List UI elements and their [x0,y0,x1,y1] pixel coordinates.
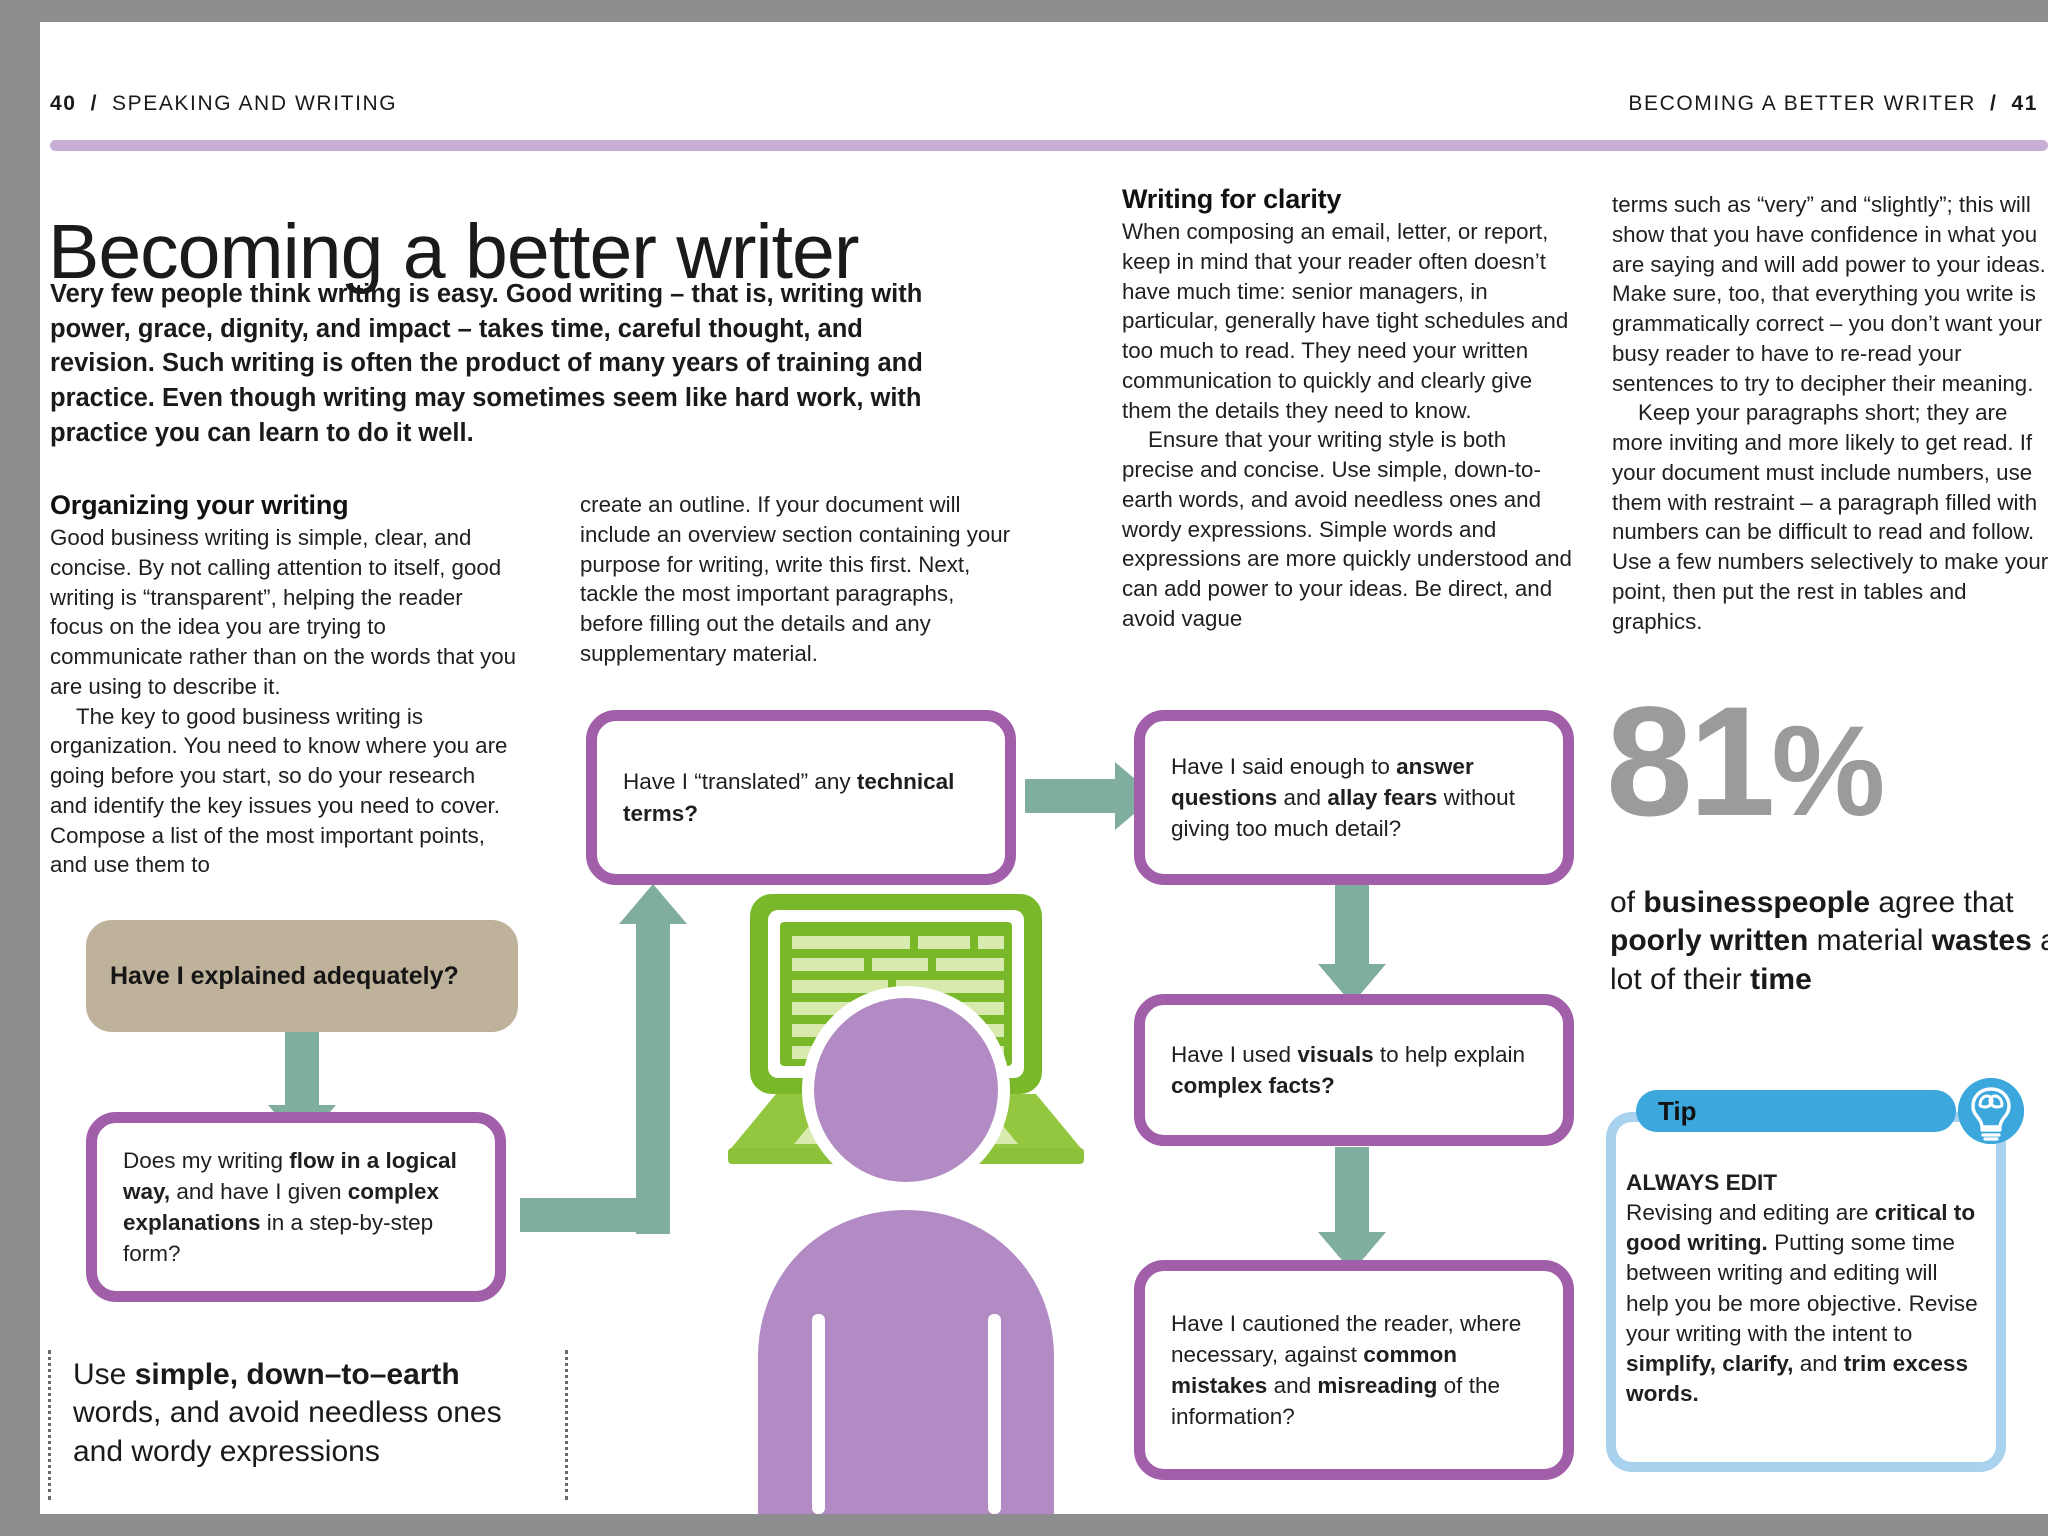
clarity-para-2: Ensure that your writing style is both p… [1122,427,1572,631]
tip-callout-title: ALWAYS EDIT [1626,1170,1778,1195]
organizing-para-2: The key to good business writing is orga… [50,703,508,878]
statistic-number: 81% [1606,684,1886,843]
tip-callout-body-border [1606,1112,2006,1472]
slash-left: / [90,92,98,115]
pullquote-simple-words: Use simple, down–to–earth words, and avo… [48,1350,568,1500]
flow-box-logical-flow[interactable]: Does my writing flow in a logical way, a… [86,1112,506,1302]
flow-box-logical-flow-text: Does my writing flow in a logical way, a… [123,1147,457,1267]
connector-answer-to-visuals [1318,884,1386,1004]
statistic-caption: of businesspeople agree that poorly writ… [1610,886,2048,996]
flow-box-explained-adequately-text: Have I explained adequately? [110,961,459,990]
clarity-para-3: Keep your paragraphs short; they are mor… [1612,400,2048,634]
section-title-right: BECOMING A BETTER WRITER [1628,92,1976,115]
flow-box-technical-terms[interactable]: Have I “translated” any technical terms? [586,710,1016,885]
flow-box-cautioned-reader[interactable]: Have I cautioned the reader, where neces… [1134,1260,1574,1480]
person-at-laptop-illustration [728,894,1084,1514]
running-head-left: 40 / SPEAKING AND WRITING [50,92,397,118]
header-rule [50,140,2048,151]
column-organizing-right: create an outline. If your document will… [580,490,1020,669]
connector-visuals-to-cautioned [1318,1147,1386,1272]
section-title-left: SPEAKING AND WRITING [112,92,398,115]
book-page-spread: 40 / SPEAKING AND WRITING BECOMING A BETTE… [40,22,2048,1514]
page-title: Becoming a better writer [48,208,860,295]
heading-organizing-your-writing: Organizing your writing [50,490,349,520]
flow-box-visuals-text: Have I used visuals to help explain comp… [1171,1041,1525,1098]
clarity-para-2-continued: terms such as “very” and “slightly”; thi… [1612,192,2046,396]
organizing-para-1: Good business writing is simple, clear, … [50,525,517,699]
page-number-right: 41 [2011,92,2038,115]
statistic-percent-sign: % [1771,700,1886,843]
clarity-para-1: When composing an email, letter, or repo… [1122,219,1569,423]
column-organizing-left: Organizing your writing Good business wr… [50,490,518,880]
heading-writing-for-clarity: Writing for clarity [1122,184,1342,214]
column-clarity-left: Writing for clarity When composing an em… [1122,184,1574,634]
page-number-left: 40 [50,92,77,115]
standfirst-paragraph: Very few people think writing is easy. G… [50,280,923,447]
flow-box-answer-questions[interactable]: Have I said enough to answer questions a… [1134,710,1574,885]
connector-logical-to-technical [500,862,730,1234]
organizing-para-2-continued: create an outline. If your document will… [580,492,1011,666]
flow-box-explained-adequately[interactable]: Have I explained adequately? [86,920,518,1032]
tip-callout-text: ALWAYS EDIT Revising and editing are cri… [1626,1168,1978,1409]
column-clarity-right: terms such as “very” and “slightly”; thi… [1612,190,2048,636]
tip-callout-paragraph: Revising and editing are critical to goo… [1626,1200,1978,1407]
pullquote-simple-words-text: Use simple, down–to–earth words, and avo… [73,1358,502,1468]
flow-box-visuals[interactable]: Have I used visuals to help explain comp… [1134,994,1574,1146]
tip-callout-tab: Tip [1636,1090,1956,1132]
slash-right: / [1990,92,1998,115]
flow-box-technical-terms-text: Have I “translated” any technical terms? [623,769,955,826]
tip-callout-tab-label: Tip [1658,1095,1697,1126]
flow-box-answer-questions-text: Have I said enough to answer questions a… [1171,753,1515,842]
lightbulb-icon [1958,1078,2024,1144]
statistic-value: 81 [1606,675,1776,849]
tip-callout[interactable]: Tip ALWAYS EDIT Revising and editing are… [1606,1078,2026,1490]
flow-box-cautioned-reader-text: Have I cautioned the reader, where neces… [1171,1310,1522,1430]
running-head-right: BECOMING A BETTER WRITER / 41 [1628,92,2038,118]
